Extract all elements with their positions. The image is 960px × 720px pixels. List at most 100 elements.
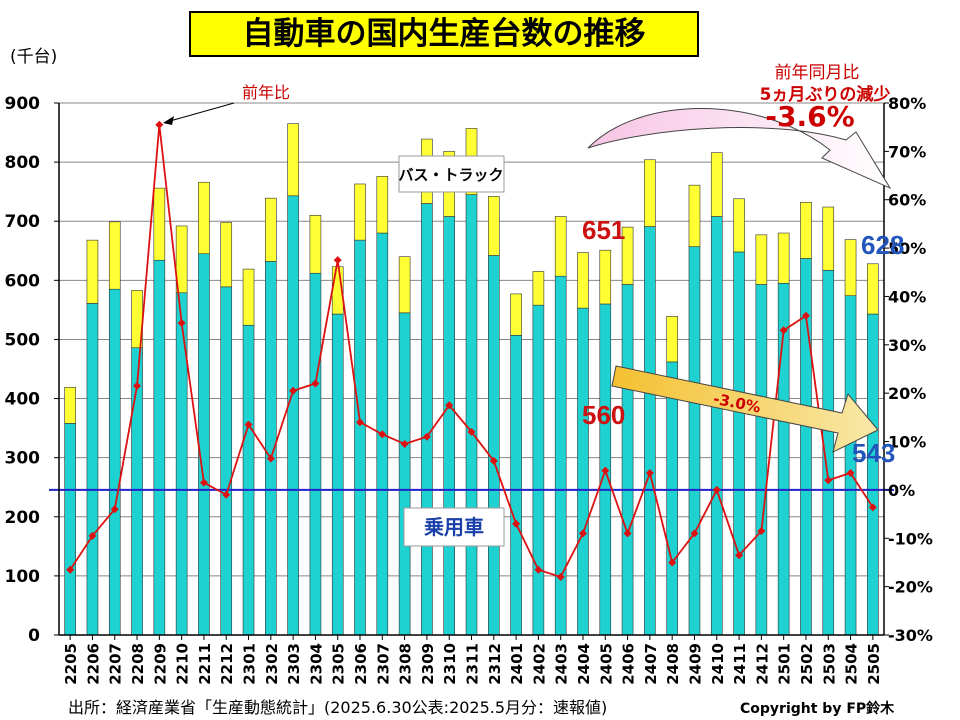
y2-tick-label: -30% <box>888 626 933 645</box>
y2-tick-label: 20% <box>888 384 926 403</box>
bar-passenger <box>398 312 411 636</box>
x-tick-label: 2309 <box>419 643 437 685</box>
value-callout-651: 651 <box>582 215 625 245</box>
bar-passenger <box>354 239 366 636</box>
yoy-point <box>177 319 186 328</box>
bar-passenger <box>487 255 500 636</box>
yoy-point <box>712 485 721 494</box>
y2-tick-label: 80% <box>888 94 926 113</box>
yoy-point <box>757 527 766 536</box>
yoy-point <box>333 256 342 265</box>
yoy-point <box>445 401 454 410</box>
bar-passenger <box>421 203 433 636</box>
yoy-point <box>222 490 231 499</box>
y2-tick-label: 30% <box>888 336 926 355</box>
yoy-line-series <box>66 120 877 581</box>
yoy-point <box>556 572 565 581</box>
x-tick-label: 2305 <box>330 643 348 685</box>
bar-passenger <box>532 304 545 636</box>
trend-arrow <box>611 365 879 453</box>
bar-passenger <box>621 284 634 636</box>
copyright-note: Copyright by FP鈴木 <box>740 701 895 717</box>
x-tick-label: 2409 <box>686 643 704 685</box>
bar-passenger <box>443 216 456 636</box>
yoy-point <box>668 558 677 567</box>
bar-passenger <box>108 288 121 636</box>
x-tick-label: 2502 <box>798 643 816 685</box>
chart-axes: 0 100 200 300 400 500 600 700 800 900 -30% -20% -10%… <box>5 94 933 685</box>
y-tick-label: 300 <box>5 449 41 469</box>
pink-curved-arrow <box>587 108 892 190</box>
y2-tick-label: 0% <box>888 481 915 500</box>
bar-passenger <box>175 292 188 636</box>
x-tick-label: 2407 <box>642 643 660 685</box>
bar-bus-truck <box>510 293 522 336</box>
yoy-point <box>601 466 610 475</box>
bar-bus-truck <box>621 226 634 285</box>
y-tick-label: 100 <box>5 567 41 587</box>
bar-bus-truck <box>64 387 76 424</box>
bar-passenger <box>198 253 210 636</box>
x-tick-label: 2505 <box>865 643 883 685</box>
x-tick-label: 2302 <box>263 643 281 685</box>
x-tick-label: 2404 <box>575 643 593 685</box>
bar-passenger <box>733 251 745 636</box>
x-tick-label: 2501 <box>776 643 794 685</box>
bar-bus-truck <box>577 252 589 309</box>
y2-tick-label: 10% <box>888 433 926 452</box>
bar-bus-truck <box>220 222 233 288</box>
x-tick-label: 2208 <box>129 643 147 685</box>
bar-passenger <box>688 246 701 636</box>
x-tick-label: 2403 <box>553 643 571 685</box>
passenger-label: 乗用車 <box>424 515 484 539</box>
passenger-label-box <box>403 507 505 547</box>
y2-tick-label: 60% <box>888 191 926 210</box>
x-tick-label: 2210 <box>174 643 192 685</box>
bar-passenger <box>554 275 567 636</box>
x-tick-label: 2307 <box>374 643 392 685</box>
y-tick-label: 0 <box>28 626 40 646</box>
bar-passenger <box>666 361 678 636</box>
yoy-point <box>578 529 587 538</box>
yoy-point <box>467 427 476 436</box>
x-tick-label: 2303 <box>285 643 303 685</box>
bar-passenger <box>331 313 344 636</box>
x-tick-label: 2402 <box>530 643 548 685</box>
yoy-point <box>155 120 164 129</box>
bar-passenger <box>644 226 656 636</box>
y-tick-label: 800 <box>5 153 41 173</box>
bar-bus-truck <box>287 123 299 197</box>
bar-bus-truck <box>354 183 366 241</box>
x-tick-label: 2306 <box>352 643 370 685</box>
bar-passenger <box>710 216 723 636</box>
value-callout-560: 560 <box>582 400 625 430</box>
yoy-point <box>110 505 119 514</box>
yoy-point <box>779 326 788 335</box>
bar-passenger <box>577 307 589 636</box>
bar-bus-truck <box>599 249 612 305</box>
x-tick-label: 2212 <box>218 643 236 685</box>
yoy-point <box>244 420 253 429</box>
x-tick-label: 2406 <box>620 643 638 685</box>
yoy-point <box>66 565 75 574</box>
yoy-point <box>824 476 833 485</box>
y-tick-label: 900 <box>5 94 41 114</box>
bar-bus-truck <box>710 152 723 217</box>
peak-arrow-line <box>169 102 235 122</box>
y-axis-unit: (千台) <box>10 47 58 67</box>
yoy-box-subtitle: 5ヵ月ぶりの減少 <box>759 85 891 105</box>
peak-label: 前年比 <box>242 83 290 102</box>
yoy-point <box>846 468 855 477</box>
bar-bus-truck <box>86 239 99 304</box>
bar-bus-truck <box>777 232 790 284</box>
yoy-point <box>623 529 632 538</box>
bar-bus-truck <box>153 187 166 261</box>
y-tick-label: 200 <box>5 508 41 528</box>
bar-bus-truck <box>309 215 322 274</box>
yoy-point <box>489 456 498 465</box>
x-tick-label: 2206 <box>84 643 102 685</box>
bar-passenger <box>86 303 99 636</box>
x-tick-label: 2209 <box>151 643 169 685</box>
